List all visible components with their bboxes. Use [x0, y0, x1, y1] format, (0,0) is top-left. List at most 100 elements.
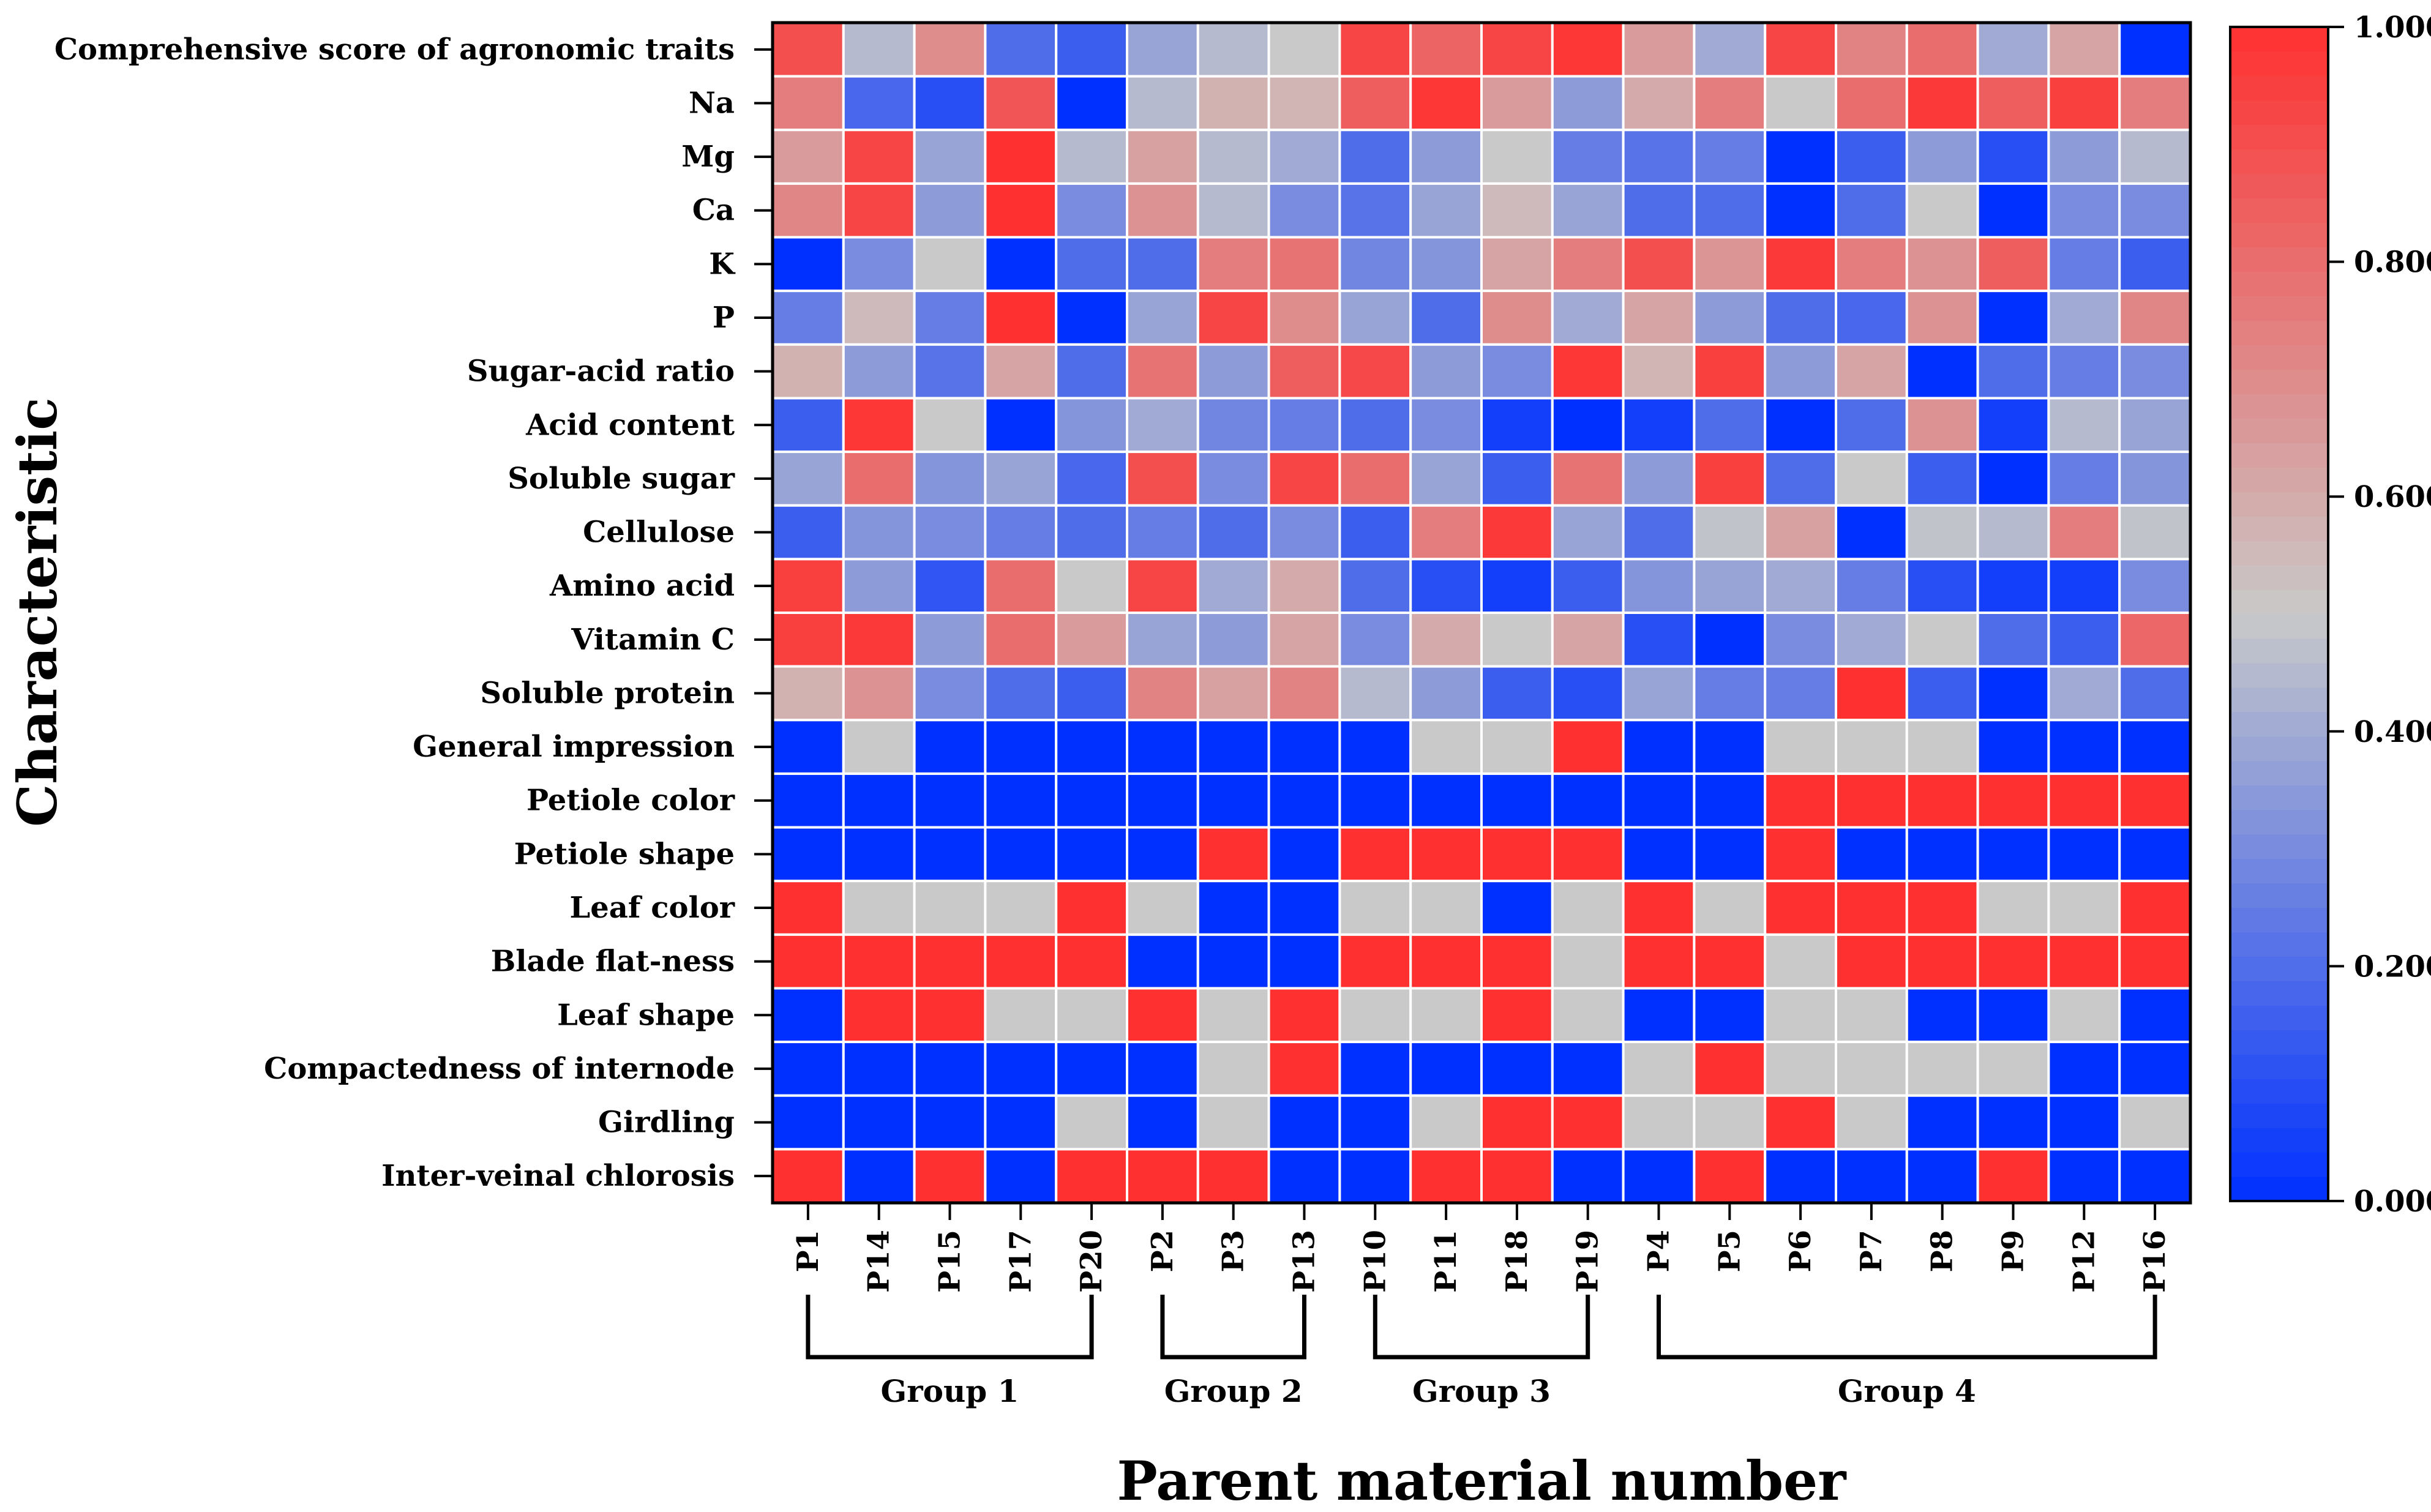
heatmap-cell [1126, 129, 1199, 185]
row-label: Comprehensive score of agronomic traits [54, 32, 735, 67]
heatmap-cell [1055, 719, 1128, 775]
heatmap-cell [1267, 558, 1341, 614]
heatmap-cell [2118, 504, 2192, 561]
heatmap-cell [1905, 236, 1979, 293]
heatmap-cell [1551, 987, 1625, 1044]
heatmap-cell [1551, 1094, 1625, 1151]
heatmap-cell [1480, 504, 1554, 561]
heatmap-cell [1693, 504, 1767, 561]
heatmap-cell [1267, 129, 1341, 185]
heatmap-cell [1835, 880, 1908, 936]
heatmap-cell [1976, 933, 2050, 990]
heatmap-cell [984, 1148, 1058, 1204]
heatmap-cell [1835, 719, 1908, 775]
heatmap-cell [1835, 665, 1908, 722]
heatmap-cell [1693, 826, 1767, 883]
heatmap-cell [1338, 397, 1412, 454]
heatmap-cell [1551, 129, 1625, 185]
heatmap-cell [1905, 290, 1979, 346]
colorbar-segment [2230, 492, 2328, 517]
heatmap-cell [2047, 1148, 2121, 1204]
heatmap-cell [1338, 451, 1412, 507]
heatmap-cell [984, 558, 1058, 614]
colorbar-segment [2230, 27, 2328, 52]
heatmap-cell [1764, 343, 1837, 400]
heatmap-cell [2118, 612, 2192, 668]
heatmap-cell [2118, 129, 2192, 185]
heatmap-cell [2047, 397, 2121, 454]
heatmap-cell [771, 182, 845, 239]
colorbar-segment [2230, 834, 2328, 859]
heatmap-cell [1622, 397, 1696, 454]
heatmap-cell [1764, 1041, 1837, 1097]
colorbar-tick-label: 0.000 [2354, 1185, 2431, 1219]
heatmap-cell [2047, 1041, 2121, 1097]
heatmap-cell [1055, 987, 1128, 1044]
heatmap-cell [1409, 719, 1483, 775]
heatmap-cell [984, 719, 1058, 775]
colorbar-segment [2230, 271, 2328, 297]
heatmap-cell [2118, 397, 2192, 454]
heatmap-cell [771, 665, 845, 722]
heatmap-cell [1409, 290, 1483, 346]
heatmap-cell [842, 397, 916, 454]
heatmap-cell [771, 880, 845, 936]
row-label: Girdling [598, 1106, 735, 1140]
heatmap-cell [1480, 558, 1554, 614]
heatmap-cell [2047, 612, 2121, 668]
heatmap-cell [913, 826, 987, 883]
heatmap-cell [1409, 1094, 1483, 1151]
heatmap-cell [1764, 290, 1837, 346]
row-label: Leaf shape [557, 998, 735, 1032]
row-label: Inter-veinal chlorosis [381, 1159, 735, 1193]
heatmap-cell [1905, 558, 1979, 614]
colorbar-segment [2230, 687, 2328, 713]
heatmap-cell [1622, 987, 1696, 1044]
heatmap-cell [1905, 987, 1979, 1044]
heatmap-cell [1126, 826, 1199, 883]
heatmap-cell [1267, 772, 1341, 829]
heatmap-cell [842, 75, 916, 132]
heatmap-cell [1126, 933, 1199, 990]
heatmap-cell [1196, 933, 1270, 990]
colorbar-segment [2230, 662, 2328, 688]
heatmap-cell [1055, 880, 1128, 936]
heatmap-cell [2118, 558, 2192, 614]
heatmap-cell [1976, 1041, 2050, 1097]
heatmap-cell [1551, 826, 1625, 883]
heatmap-cell [1551, 1041, 1625, 1097]
heatmap-cell [913, 987, 987, 1044]
row-label: P [713, 301, 735, 335]
heatmap-cell [1480, 21, 1554, 78]
heatmap-cell [1835, 1094, 1908, 1151]
heatmap-cell [1905, 451, 1979, 507]
heatmap-cell [984, 290, 1058, 346]
column-label: P20 [1074, 1230, 1109, 1293]
heatmap-cell [771, 504, 845, 561]
heatmap-cell [2118, 236, 2192, 293]
heatmap-cell [1693, 21, 1767, 78]
heatmap-cell [1551, 880, 1625, 936]
heatmap-cell [1126, 1094, 1199, 1151]
row-label: Ca [692, 193, 735, 228]
heatmap-cell [1976, 1148, 2050, 1204]
heatmap-cell [984, 772, 1058, 829]
heatmap-cell [1267, 21, 1341, 78]
heatmap-cell [1409, 933, 1483, 990]
heatmap-cell [1267, 504, 1341, 561]
heatmap-cell [1338, 75, 1412, 132]
heatmap-cell [984, 21, 1058, 78]
heatmap-cell [1835, 129, 1908, 185]
heatmap-cell [2118, 880, 2192, 936]
heatmap-cell [1338, 343, 1412, 400]
heatmap-cell [1338, 933, 1412, 990]
heatmap-cell [1338, 987, 1412, 1044]
group-bracket [1373, 1295, 1590, 1360]
heatmap-cell [913, 1148, 987, 1204]
heatmap-cell [1693, 343, 1767, 400]
colorbar: 0.000 0.2000 0.4000 0.6000 0.8000 1.000 [2229, 10, 2431, 1219]
group-bracket [1657, 1295, 2157, 1360]
heatmap-cell [1338, 880, 1412, 936]
heatmap-cell [1835, 612, 1908, 668]
colorbar-segment [2230, 589, 2328, 615]
